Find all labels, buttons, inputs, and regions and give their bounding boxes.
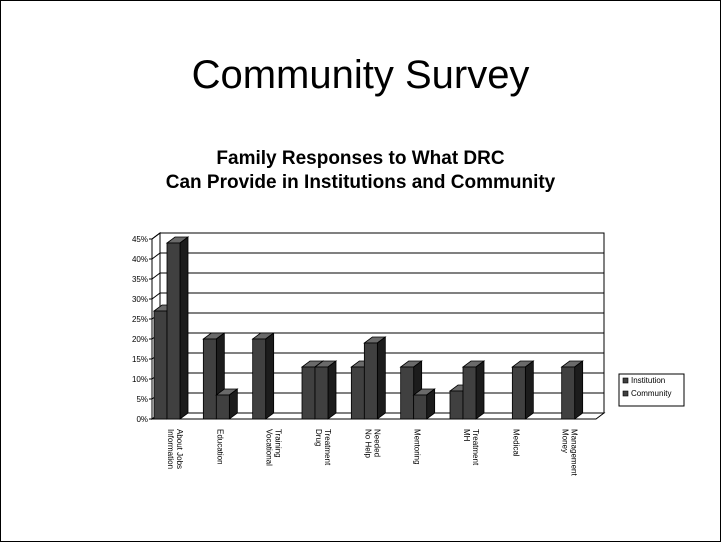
x-tick-label: About Jobs <box>175 429 184 469</box>
x-tick-label: Treatment <box>323 429 332 466</box>
y-tick-label: 5% <box>136 395 148 404</box>
y-tick-label: 15% <box>132 355 148 364</box>
gridline-side <box>151 252 161 260</box>
gridline-side <box>151 292 161 300</box>
gridline-side <box>151 232 161 240</box>
y-tick-label: 30% <box>132 295 148 304</box>
bar-community <box>511 360 535 420</box>
x-tick-label: MH <box>462 429 471 442</box>
x-tick-label: No Help <box>363 429 372 458</box>
y-tick-label: 35% <box>132 275 148 284</box>
x-tick-label: Money <box>561 429 570 453</box>
bar-community <box>560 360 584 420</box>
chart-title-line-1: Family Responses to What DRC <box>216 148 505 169</box>
x-tick-label: Management <box>570 429 579 476</box>
x-tick-label: Medical <box>511 429 520 457</box>
legend-label-community: Community <box>631 389 671 398</box>
gridline-side <box>151 272 161 280</box>
bar-institution <box>251 332 275 420</box>
bar-community <box>412 388 436 420</box>
legend-box <box>618 373 685 407</box>
legend-swatch-institution <box>622 377 629 384</box>
bar-community <box>363 336 387 420</box>
x-tick-label: Training <box>274 429 283 458</box>
bar-community <box>215 388 239 420</box>
x-tick-label: Treatment <box>471 429 480 466</box>
y-tick-label: 40% <box>132 255 148 264</box>
x-tick-label: Information <box>166 429 175 469</box>
chart-title: Family Responses to What DRC Can Provide… <box>1 147 720 195</box>
x-tick-label: Vocational <box>265 429 274 466</box>
slide-title: Community Survey <box>191 53 530 97</box>
x-tick-label: Mentoring <box>413 429 422 465</box>
legend-swatch-community <box>622 390 629 397</box>
y-tick-label: 45% <box>132 235 148 244</box>
bar-community <box>313 360 338 420</box>
chart-title-line-2: Can Provide in Institutions and Communit… <box>165 172 556 193</box>
y-tick-label: 20% <box>132 335 148 344</box>
bar-community <box>461 360 486 420</box>
bar-community <box>165 236 190 420</box>
y-tick-label: 25% <box>132 315 148 324</box>
x-tick-label: Drug <box>314 429 323 446</box>
x-tick-label: Needed <box>372 429 381 457</box>
y-tick-label: 0% <box>136 415 148 424</box>
y-tick-label: 10% <box>132 375 148 384</box>
legend-label-institution: Institution <box>631 376 665 385</box>
x-tick-label: Education <box>215 429 224 465</box>
